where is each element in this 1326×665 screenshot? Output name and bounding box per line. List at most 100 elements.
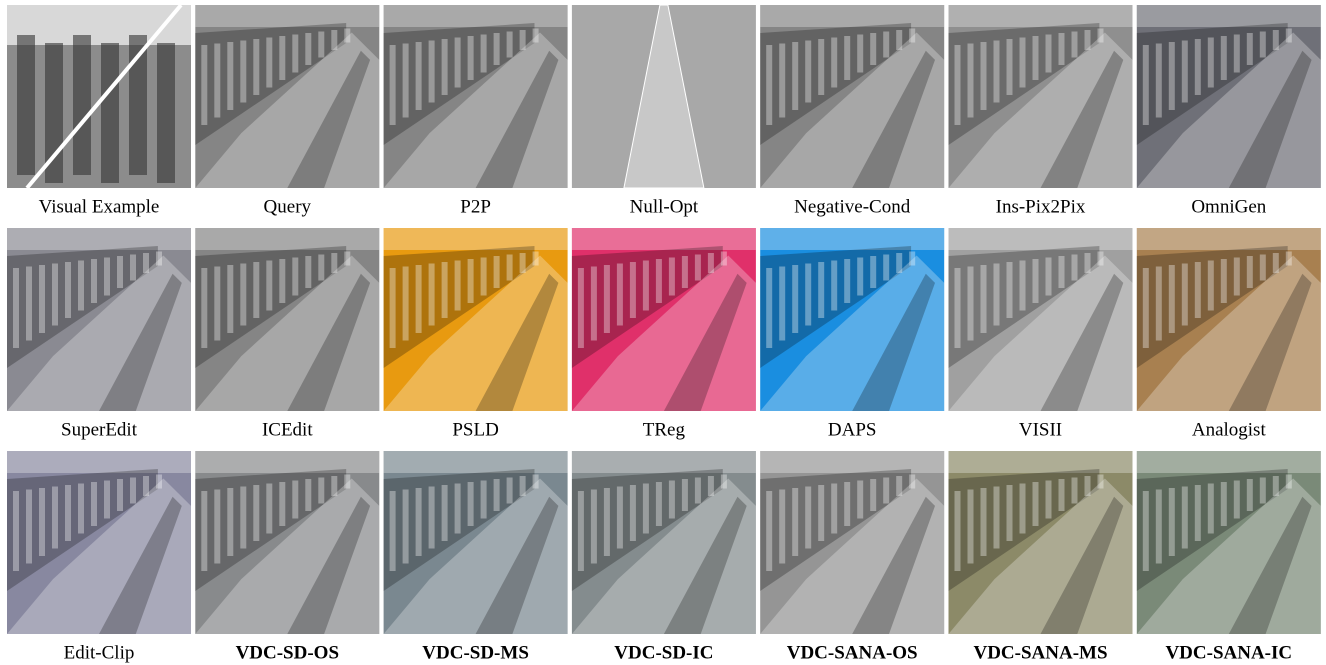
arch <box>318 255 324 281</box>
image-sky <box>949 228 1133 250</box>
arch <box>1020 261 1026 311</box>
arch <box>253 485 259 541</box>
image-sky <box>1137 451 1321 473</box>
arch <box>305 479 311 511</box>
image-panel <box>1137 5 1321 188</box>
arch <box>630 485 636 541</box>
arch <box>39 265 45 333</box>
image-panel <box>195 5 379 188</box>
arch <box>455 261 461 311</box>
arch <box>1046 258 1052 296</box>
arch <box>1033 482 1039 526</box>
image-panel <box>572 5 756 188</box>
arch <box>857 258 863 296</box>
image-panel <box>949 228 1133 411</box>
arch <box>214 490 220 564</box>
arch <box>429 264 435 326</box>
arch <box>805 264 811 326</box>
arch <box>1007 39 1013 95</box>
person <box>17 35 35 175</box>
arch <box>65 485 71 541</box>
caption: Analogist <box>1192 419 1267 440</box>
arch <box>481 481 487 519</box>
arch <box>390 268 396 348</box>
arch <box>1059 256 1065 288</box>
arch <box>1208 38 1214 88</box>
image-sky <box>572 451 756 473</box>
arch <box>695 255 701 281</box>
arch <box>279 482 285 526</box>
arch <box>994 487 1000 549</box>
arch <box>818 262 824 318</box>
caption: VDC-SD-OS <box>236 642 339 663</box>
image-sky <box>384 228 568 250</box>
image-panel <box>195 228 379 411</box>
image-sky <box>7 228 191 250</box>
arch <box>429 487 435 549</box>
arch <box>201 491 207 571</box>
arch <box>1221 482 1227 526</box>
arch <box>201 268 207 348</box>
image-panel <box>1137 451 1321 634</box>
arch <box>240 264 246 326</box>
arch <box>779 267 785 341</box>
image-panel <box>760 451 944 634</box>
arch <box>1234 481 1240 519</box>
arch <box>52 264 58 326</box>
arch <box>227 488 233 556</box>
arch <box>831 484 837 534</box>
arch <box>429 41 435 103</box>
arch <box>1007 262 1013 318</box>
arch <box>403 44 409 118</box>
arch <box>1169 488 1175 556</box>
caption: Edit-Clip <box>64 642 135 663</box>
arch <box>318 478 324 504</box>
arch <box>1208 484 1214 534</box>
image-panel <box>949 5 1133 188</box>
arch <box>591 267 597 341</box>
figure: Visual ExampleQueryP2PNull-OptNegative-C… <box>0 0 1326 665</box>
arch <box>1156 44 1162 118</box>
arch <box>253 262 259 318</box>
arch <box>870 256 876 288</box>
image-panel <box>572 228 756 411</box>
arch <box>1247 479 1253 511</box>
arch <box>656 482 662 526</box>
arch <box>1156 267 1162 341</box>
image-sky <box>195 5 379 27</box>
arch <box>468 482 474 526</box>
image-sky <box>195 228 379 250</box>
arch <box>844 259 850 303</box>
caption: DAPS <box>828 419 877 440</box>
caption: VDC-SANA-MS <box>973 642 1107 663</box>
arch <box>981 265 987 333</box>
arch <box>617 487 623 549</box>
arch <box>1156 490 1162 564</box>
arch <box>390 491 396 571</box>
arch <box>1143 45 1149 125</box>
caption: OmniGen <box>1191 196 1266 217</box>
arch <box>227 265 233 333</box>
caption: VDC-SANA-IC <box>1165 642 1292 663</box>
arch <box>253 39 259 95</box>
arch <box>1195 485 1201 541</box>
arch <box>669 258 675 296</box>
image-sky <box>949 451 1133 473</box>
arch <box>1260 478 1266 504</box>
arch <box>955 491 961 571</box>
arch <box>779 44 785 118</box>
arch <box>390 45 396 125</box>
arch <box>91 259 97 303</box>
arch <box>1020 484 1026 534</box>
arch <box>682 479 688 511</box>
arch <box>792 42 798 110</box>
arch <box>214 44 220 118</box>
arch <box>1059 33 1065 65</box>
arch <box>818 485 824 541</box>
arch <box>870 479 876 511</box>
arch <box>981 42 987 110</box>
image-panel <box>7 228 191 411</box>
arch <box>1169 265 1175 333</box>
image-panel <box>384 228 568 411</box>
arch <box>844 36 850 80</box>
